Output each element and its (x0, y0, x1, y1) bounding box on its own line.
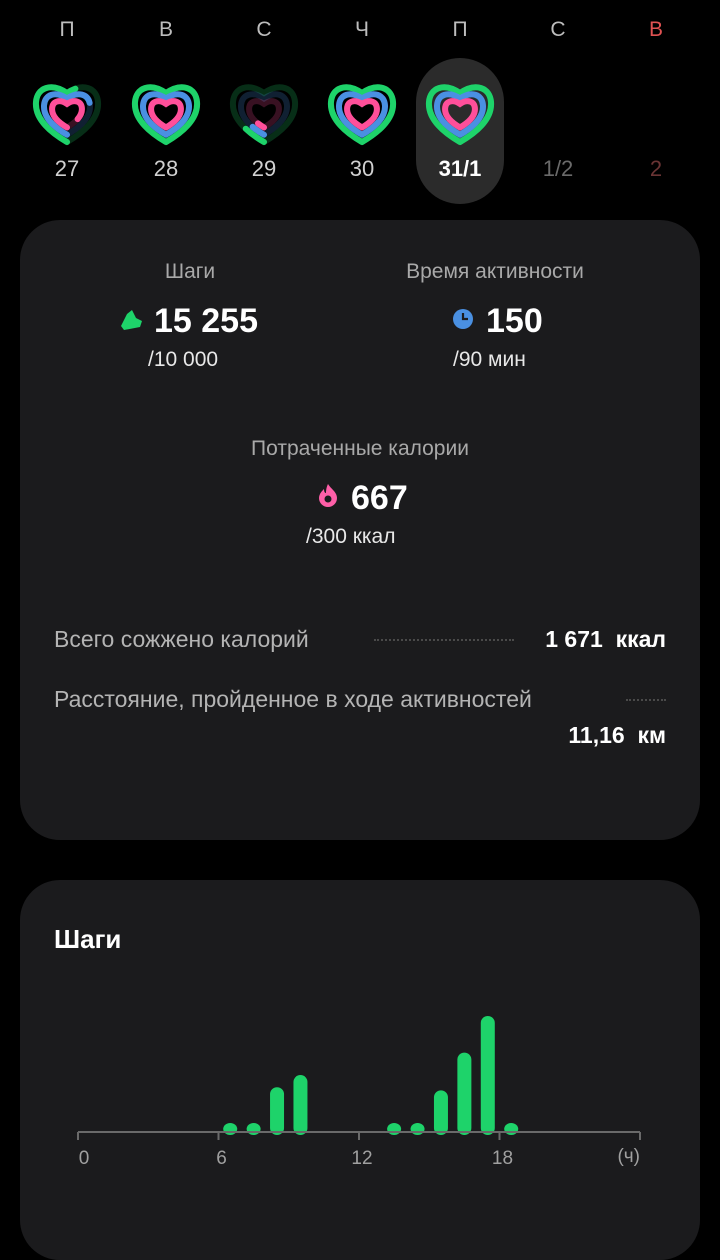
calories-goal: /300 ккал (306, 525, 396, 548)
dotted-leader (374, 639, 514, 641)
activity-rings-heart-icon[interactable] (31, 76, 103, 148)
selected-day-highlight (416, 58, 504, 204)
distance-label: Расстояние, пройденное в ходе активносте… (54, 686, 532, 712)
steps-value: 15 255 (154, 302, 258, 340)
total-burned-unit: ккал (615, 626, 666, 652)
daily-summary-card[interactable]: Шаги 15 255 /10 000 Время активности 150… (20, 220, 700, 840)
ring-progress (32, 84, 102, 146)
day-29[interactable]: 29 (251, 156, 277, 181)
ring-progress (327, 84, 397, 146)
bar-hour-15[interactable] (433, 1090, 448, 1135)
distance-unit: км (637, 722, 666, 748)
x-unit-label: (ч) (617, 1146, 640, 1167)
ring-progress (148, 98, 184, 131)
weekday-label: С (256, 18, 272, 41)
ring-progress (41, 91, 93, 139)
bar-hour-17[interactable] (480, 1016, 495, 1135)
active-time-goal: /90 мин (453, 348, 526, 371)
ring-progress (140, 91, 192, 139)
bar-hour-9[interactable] (293, 1075, 308, 1135)
calories-label: Потраченные калории (251, 437, 469, 460)
distance-number: 11,16 (568, 722, 625, 748)
weekday-label: Ч (355, 18, 369, 41)
ring-progress (336, 91, 388, 139)
x-tick-label: 18 (492, 1148, 513, 1169)
active-time-value: 150 (486, 302, 543, 340)
day-2[interactable]: 2 (649, 156, 663, 181)
weekday-label: П (59, 18, 75, 41)
activity-rings-heart-icon[interactable] (130, 76, 202, 148)
active-time-label: Время активности (406, 260, 584, 283)
steps-chart-card[interactable]: Шаги (20, 880, 700, 1260)
ring-progress (442, 98, 478, 131)
day-1-2[interactable]: 1/2 (542, 156, 574, 181)
ring-progress (425, 84, 495, 146)
total-burned-label: Всего сожжено калорий (54, 626, 309, 652)
bar-hour-14[interactable] (410, 1123, 425, 1135)
ring-progress (49, 98, 85, 131)
dotted-leader (626, 699, 666, 701)
x-tick-label: 6 (216, 1148, 227, 1169)
bar-hour-18[interactable] (504, 1123, 519, 1135)
steps-goal: /10 000 (148, 348, 219, 371)
ring-progress (434, 91, 486, 139)
flame-icon (319, 484, 337, 507)
weekday-label: П (452, 18, 468, 41)
activity-rings-heart-icon[interactable] (326, 76, 398, 148)
weekday-label: В (158, 18, 173, 41)
x-tick-label: 0 (79, 1148, 90, 1169)
steps-hourly-chart: 0 6 12 18 (ч) (77, 1016, 641, 1169)
bar-hour-13[interactable] (387, 1123, 402, 1135)
x-tick-label: 12 (351, 1148, 372, 1169)
weekday-label: С (550, 18, 566, 41)
bar-hour-16[interactable] (457, 1052, 472, 1135)
shoe-icon (121, 310, 142, 330)
bar-hour-6[interactable] (223, 1123, 238, 1135)
steps-card-title: Шаги (54, 924, 122, 954)
steps-label: Шаги (164, 260, 216, 283)
activity-rings-heart-icon[interactable] (228, 76, 300, 148)
ring-progress (344, 98, 380, 131)
calories-value: 667 (351, 479, 408, 517)
total-burned-value: 1 671 ккал (545, 626, 666, 653)
day-30[interactable]: 30 (349, 156, 375, 181)
total-burned-number: 1 671 (545, 626, 603, 652)
day-28[interactable]: 28 (153, 156, 179, 181)
day-31-1[interactable]: 31/1 (438, 156, 482, 181)
ring-progress (131, 84, 201, 146)
bar-hour-8[interactable] (270, 1087, 285, 1135)
bar-hour-7[interactable] (246, 1123, 261, 1135)
clock-icon (453, 309, 473, 329)
activity-rings-heart-icon[interactable] (424, 76, 496, 148)
weekday-label: В (648, 18, 663, 41)
distance-value: 11,16 км (568, 722, 666, 749)
day-27[interactable]: 27 (54, 156, 80, 181)
